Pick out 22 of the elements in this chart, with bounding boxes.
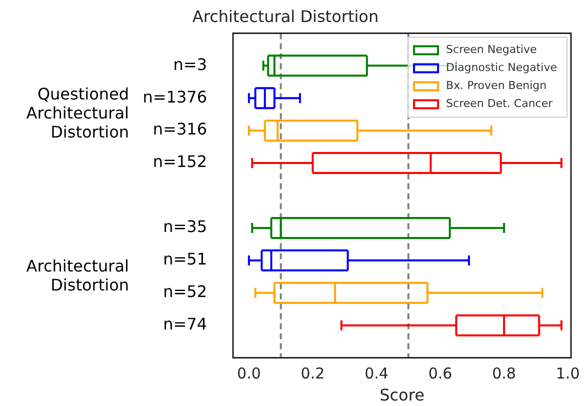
y-tick-label: n=3 — [173, 54, 207, 74]
y-tick-label: n=52 — [163, 282, 207, 302]
x-axis-title: Score — [380, 386, 424, 405]
text: Questioned Architectural Distortion — [26, 84, 129, 142]
legend-label: Screen Det. Cancer — [446, 97, 554, 110]
y-tick-label: n=74 — [163, 314, 207, 334]
chart-title: Architectural Distortion — [192, 6, 379, 26]
x-tick-label: 0.8 — [492, 364, 516, 383]
x-tick-label: 0.6 — [428, 364, 452, 383]
x-tick-label: 0.4 — [364, 364, 388, 383]
y-tick-label: n=1376 — [142, 87, 207, 106]
y-tick-label: n=51 — [163, 250, 207, 269]
y-tick-label: n=152 — [152, 152, 207, 172]
x-tick-label: 0.0 — [237, 364, 261, 383]
legend-label: Screen Negative — [446, 43, 537, 56]
y-tick-label: n=35 — [163, 217, 207, 236]
y-tick-label: n=316 — [152, 120, 207, 139]
legend-label: Diagnostic Negative — [446, 61, 558, 74]
x-tick-label: 0.2 — [300, 364, 325, 383]
text: Architectural Distortion — [26, 256, 129, 294]
x-tick-label: 1.0 — [556, 364, 580, 383]
legend-label: Bx. Proven Benign — [446, 79, 547, 92]
